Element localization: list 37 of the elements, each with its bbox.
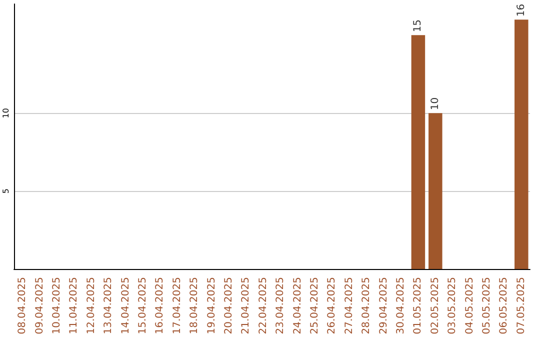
x-tick-label: 07.05.2025	[516, 277, 527, 334]
x-tick-label: 03.05.2025	[447, 277, 458, 334]
x-tick-label: 17.04.2025	[172, 277, 183, 334]
y-tick-label: 5	[2, 188, 10, 194]
x-tick-label: 25.04.2025	[310, 277, 320, 334]
x-tick-label: 13.04.2025	[103, 277, 114, 334]
bar	[514, 20, 528, 269]
x-tick-label: 29.04.2025	[378, 277, 390, 334]
x-tick-label: 19.04.2025	[206, 277, 218, 334]
x-tick-label: 21.04.2025	[240, 277, 252, 334]
data-label: 15	[412, 19, 424, 32]
x-tick-label: 08.04.2025	[17, 277, 28, 334]
x-tick-label: 14.04.2025	[120, 277, 132, 334]
x-tick-label: 18.04.2025	[189, 277, 200, 334]
data-label: 16	[516, 4, 527, 17]
x-tick-label: 26.04.2025	[326, 277, 338, 334]
x-tick-label: 15.04.2025	[138, 277, 148, 334]
x-tick-label: 22.04.2025	[258, 277, 269, 334]
x-tick-label: 27.04.2025	[344, 277, 355, 334]
x-tick-label: 12.04.2025	[86, 277, 97, 334]
x-tick-label: 02.05.2025	[430, 277, 441, 334]
x-tick-label: 10.04.2025	[52, 277, 62, 334]
x-tick-label: 11.04.2025	[68, 277, 80, 334]
x-tick-label: 04.05.2025	[464, 277, 476, 334]
x-tick-label: 16.04.2025	[154, 277, 166, 334]
x-tick-label: 24.04.2025	[292, 277, 304, 334]
x-tick-label: 09.04.2025	[34, 277, 46, 334]
x-tick-label: 23.04.2025	[275, 277, 286, 334]
bar	[411, 35, 426, 269]
x-tick-label: 30.04.2025	[396, 277, 406, 334]
x-tick-label: 28.04.2025	[361, 277, 372, 334]
x-tick-label: 20.04.2025	[224, 277, 234, 334]
x-tick-label: 01.05.2025	[412, 277, 424, 334]
x-tick-label: 06.05.2025	[498, 277, 510, 334]
bar	[428, 113, 442, 269]
data-label: 10	[430, 97, 441, 110]
x-tick-label: 05.05.2025	[482, 277, 492, 334]
